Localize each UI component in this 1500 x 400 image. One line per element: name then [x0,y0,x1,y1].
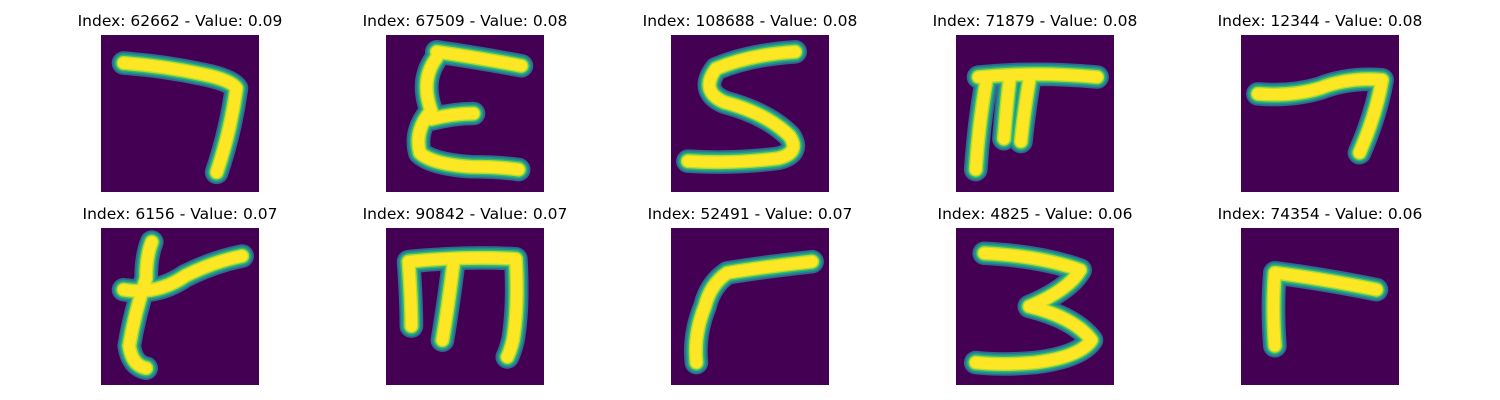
digit-image-7 [101,35,259,192]
panel-9: Index: 4825 - Value: 0.06 [915,193,1155,385]
panel-title: Index: 4825 - Value: 0.06 [937,205,1133,223]
panel-1: Index: 62662 - Value: 0.09 [60,0,300,192]
digit-image-r [1241,228,1399,385]
panel-title: Index: 108688 - Value: 0.08 [642,12,858,30]
panel-title: Index: 12344 - Value: 0.08 [1217,12,1423,30]
panel-10: Index: 74354 - Value: 0.06 [1200,193,1440,385]
digit-image-y [101,228,259,385]
panel-7: Index: 90842 - Value: 0.07 [345,193,585,385]
digit-image-e [386,35,544,192]
panel-2: Index: 67509 - Value: 0.08 [345,0,585,192]
digit-image-m [386,228,544,385]
digit-image-s [671,35,829,192]
digit-image-r [671,228,829,385]
panel-title: Index: 71879 - Value: 0.08 [932,12,1138,30]
panel-title: Index: 90842 - Value: 0.07 [362,205,568,223]
panel-title: Index: 74354 - Value: 0.06 [1217,205,1423,223]
panel-4: Index: 71879 - Value: 0.08 [915,0,1155,192]
digit-image-7 [1241,35,1399,192]
panel-title: Index: 52491 - Value: 0.07 [647,205,853,223]
digit-image-rake [956,35,1114,192]
panel-title: Index: 62662 - Value: 0.09 [77,12,283,30]
panel-title: Index: 67509 - Value: 0.08 [362,12,568,30]
panel-3: Index: 108688 - Value: 0.08 [630,0,870,192]
digit-image-3 [956,228,1114,385]
panel-8: Index: 52491 - Value: 0.07 [630,193,870,385]
panel-title: Index: 6156 - Value: 0.07 [82,205,278,223]
panel-5: Index: 12344 - Value: 0.08 [1200,0,1440,192]
panel-6: Index: 6156 - Value: 0.07 [60,193,300,385]
